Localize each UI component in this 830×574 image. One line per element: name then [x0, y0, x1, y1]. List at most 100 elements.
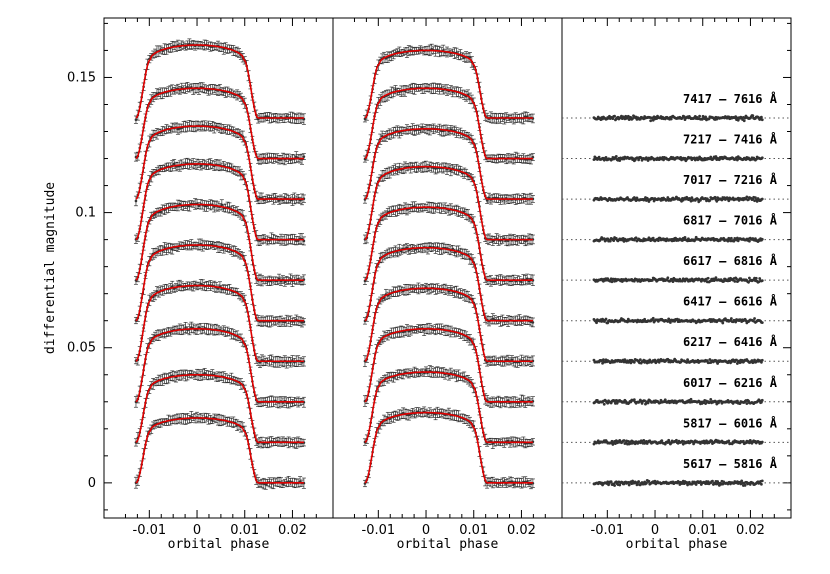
model-curve: [135, 417, 304, 484]
x-tick-label: 0.01: [459, 523, 488, 538]
residual-point: [653, 479, 657, 483]
residual-point: [721, 321, 725, 325]
y-tick-label: 0.15: [67, 70, 96, 85]
residual-point: [753, 358, 756, 362]
model-curve: [364, 328, 533, 403]
x-tick-label: -0.01: [591, 523, 625, 538]
curves-group: [133, 38, 791, 490]
residual-point: [716, 362, 720, 365]
residual-point: [667, 317, 671, 321]
residual-point: [627, 483, 631, 487]
residual-point: [735, 399, 739, 403]
x-tick-label: 0: [193, 523, 201, 538]
residual-point: [631, 479, 635, 483]
residual-point: [745, 402, 749, 405]
residual-point: [689, 397, 693, 401]
residual-point: [694, 483, 698, 486]
x-tick-label: 0: [422, 523, 430, 538]
data-point: [264, 483, 268, 486]
data-point: [283, 320, 287, 324]
residual-point: [653, 358, 657, 362]
residual-point: [629, 361, 633, 365]
residual-point: [727, 439, 731, 443]
residual-point: [643, 317, 647, 321]
x-axis-title: orbital phase: [626, 537, 728, 552]
residual-point: [709, 398, 713, 401]
x-tick-label: 0.02: [278, 523, 307, 538]
residual-point: [610, 439, 614, 443]
data-point: [262, 442, 266, 446]
residual-point: [638, 358, 642, 362]
model-curve: [364, 371, 533, 444]
x-tick-label: 0.02: [507, 523, 536, 538]
data-point: [512, 483, 516, 486]
residual-point: [596, 439, 600, 443]
model-curve: [135, 244, 304, 322]
residual-point: [618, 483, 622, 487]
residual-point: [660, 439, 664, 443]
residual-point: [748, 483, 752, 486]
model-curve: [364, 287, 533, 363]
residual-point: [647, 479, 651, 483]
residual-point: [646, 401, 650, 405]
y-tick-label: 0.05: [67, 341, 96, 356]
residual-point: [604, 317, 608, 321]
x-tick-label: 0: [651, 523, 659, 538]
x-tick-label: -0.01: [133, 523, 167, 538]
residual-point: [734, 320, 738, 324]
x-axis-title: orbital phase: [168, 537, 270, 552]
residual-point: [741, 439, 745, 443]
data-point: [163, 246, 166, 249]
residual-point: [609, 480, 613, 484]
model-curve: [364, 246, 533, 322]
residual-point: [642, 439, 646, 442]
data-point: [203, 371, 206, 375]
residual-point: [760, 358, 764, 362]
residual-point: [743, 483, 747, 487]
residual-point: [760, 479, 764, 483]
data-point: [424, 369, 428, 372]
model-curve: [135, 373, 304, 444]
residual-point: [595, 321, 598, 325]
residual-point: [643, 399, 647, 403]
residual-point: [644, 481, 648, 485]
residual-point: [760, 440, 764, 444]
residual-point: [602, 358, 605, 362]
x-tick-label: 0.02: [736, 523, 765, 538]
residual-point: [651, 316, 655, 320]
y-tick-label: 0.1: [75, 206, 96, 221]
residual-point: [675, 438, 678, 442]
data-point: [531, 321, 535, 324]
residual-point: [740, 479, 744, 483]
residual-point: [635, 483, 639, 487]
panel-frame-3: [561, 17, 792, 519]
residual-point: [615, 401, 619, 405]
residual-point: [623, 358, 627, 362]
model-curve: [135, 284, 304, 363]
residual-point: [760, 321, 764, 325]
data-point: [170, 247, 174, 251]
data-point: [210, 419, 214, 422]
x-tick-label: -0.01: [362, 523, 396, 538]
residual-point: [622, 439, 626, 442]
residual-point: [760, 482, 763, 486]
residual-point: [632, 398, 636, 402]
residual-point: [735, 358, 738, 362]
x-tick-label: 0.01: [230, 523, 259, 538]
data-point: [491, 317, 495, 320]
data-point: [506, 439, 510, 443]
residual-point: [602, 402, 606, 406]
residual-point: [637, 480, 641, 483]
data-point: [510, 358, 514, 361]
residual-point: [729, 317, 733, 320]
residual-point: [613, 484, 616, 487]
x-tick-label: 0.01: [688, 523, 717, 538]
residual-point: [711, 479, 714, 483]
residual-point: [668, 321, 672, 324]
residual-point: [753, 317, 756, 320]
x-axis-title: orbital phase: [397, 537, 499, 552]
residual-point: [632, 360, 636, 364]
model-curve: [364, 411, 533, 484]
